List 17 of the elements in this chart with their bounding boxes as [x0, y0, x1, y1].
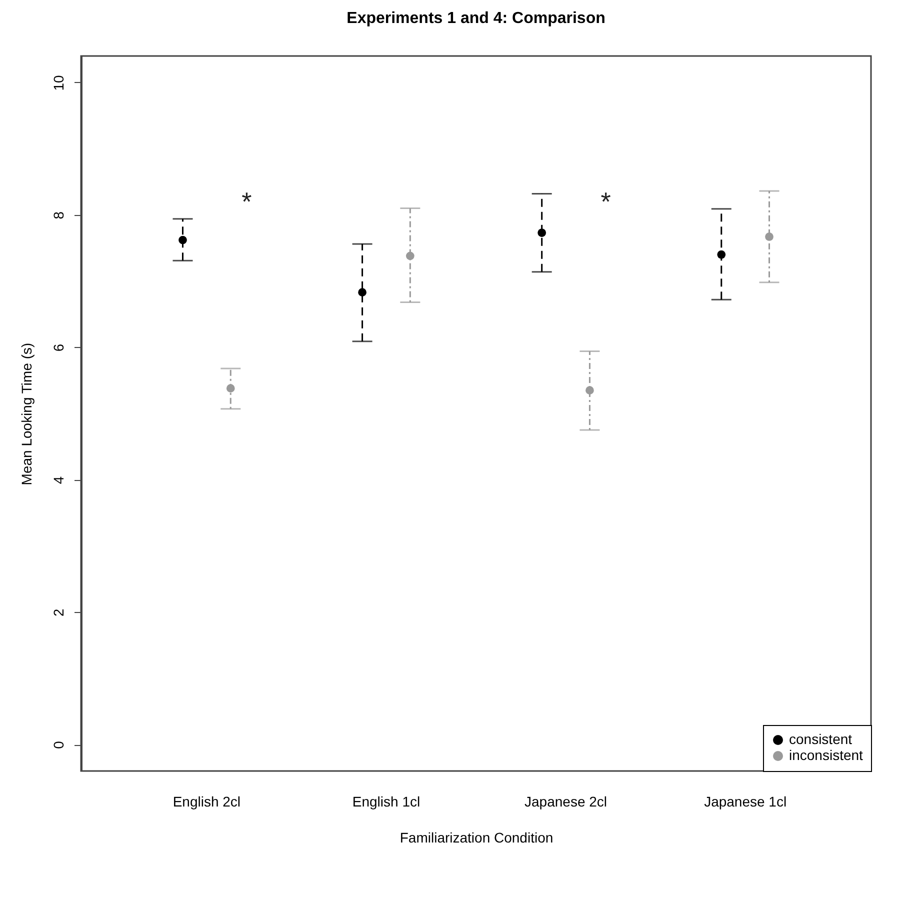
x-tick-label: Japanese 1cl: [704, 794, 787, 810]
y-tick-label: 8: [50, 211, 66, 220]
chart-title: Experiments 1 and 4: Comparison: [346, 10, 606, 27]
x-axis-title: Familiarization Condition: [400, 830, 554, 846]
y-tick-label: 0: [50, 740, 66, 749]
y-tick-label: 4: [50, 476, 66, 484]
y-tick-label: 10: [50, 74, 66, 91]
legend-label: inconsistent: [789, 747, 864, 763]
x-tick-label: Japanese 2cl: [524, 794, 608, 810]
y-axis-title: Mean Looking Time (s): [18, 342, 34, 486]
annotation: *: [242, 186, 252, 217]
legend-label: consistent: [789, 731, 852, 747]
x-tick-label: English 1cl: [352, 794, 420, 810]
x-tick-label: English 2cl: [172, 794, 241, 810]
y-tick-label: 2: [50, 608, 66, 617]
y-tick-label: 6: [50, 344, 66, 352]
annotation: *: [600, 186, 611, 217]
